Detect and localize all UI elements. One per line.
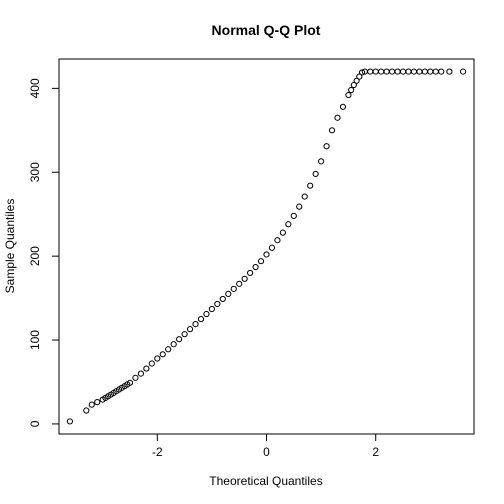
- x-axis: -2 0 2: [152, 433, 379, 459]
- data-point: [427, 68, 434, 75]
- data-point: [372, 68, 379, 75]
- data-point: [203, 310, 210, 318]
- data-point: [339, 103, 347, 110]
- data-point: [241, 275, 248, 282]
- data-point: [405, 68, 412, 75]
- data-point: [348, 86, 355, 94]
- chart-title: Normal Q-Q Plot: [212, 22, 321, 38]
- data-point: [446, 68, 453, 75]
- data-point: [230, 285, 237, 292]
- data-point: [388, 68, 396, 75]
- x-tick-label: 0: [263, 445, 270, 459]
- data-point: [394, 68, 401, 75]
- data-point: [328, 127, 336, 134]
- data-point: [399, 68, 407, 75]
- y-tick-label: 100: [28, 330, 42, 350]
- data-point: [285, 221, 292, 228]
- x-tick-label: -2: [152, 445, 163, 459]
- data-point: [192, 321, 199, 328]
- data-point: [247, 269, 254, 277]
- data-point: [83, 407, 90, 414]
- data-point: [290, 212, 297, 219]
- y-axis: 0 100 200 300 400: [28, 78, 60, 427]
- data-point: [197, 315, 205, 323]
- data-point: [383, 68, 390, 75]
- data-point: [353, 77, 360, 84]
- data-point: [296, 203, 303, 210]
- data-point: [345, 91, 352, 99]
- data-point: [312, 170, 319, 178]
- data-point: [186, 326, 194, 333]
- data-point: [165, 346, 172, 353]
- y-tick-label: 0: [28, 420, 42, 427]
- data-point: [148, 360, 155, 367]
- data-point: [143, 365, 150, 372]
- data-point: [410, 68, 418, 75]
- data-point: [66, 418, 74, 425]
- data-point: [432, 68, 439, 75]
- data-point: [263, 251, 270, 258]
- data-point: [126, 379, 134, 386]
- data-point: [225, 290, 232, 297]
- data-point: [358, 69, 366, 76]
- data-point: [137, 370, 145, 377]
- data-point: [181, 331, 188, 338]
- data-point: [416, 68, 423, 75]
- x-tick-label: 2: [372, 445, 379, 459]
- data-point: [367, 68, 374, 75]
- data-point: [378, 68, 385, 75]
- data-point: [132, 374, 139, 381]
- data-point: [208, 305, 215, 313]
- data-point: [301, 193, 308, 200]
- data-point: [274, 237, 281, 244]
- data-point: [356, 73, 363, 80]
- data-point: [94, 399, 101, 406]
- data-point: [176, 336, 183, 343]
- plot-frame: [58, 58, 475, 435]
- data-point: [438, 68, 445, 75]
- data-point: [459, 68, 467, 75]
- data-point: [350, 81, 357, 89]
- data-point: [214, 300, 221, 308]
- data-point: [268, 244, 276, 251]
- data-point: [323, 143, 330, 150]
- x-axis-label: Theoretical Quantiles: [209, 474, 322, 488]
- data-points: [66, 68, 467, 425]
- data-point: [279, 229, 286, 236]
- data-point: [318, 158, 325, 165]
- data-point: [307, 182, 314, 189]
- y-tick-label: 300: [28, 162, 42, 182]
- data-point: [88, 401, 95, 408]
- data-point: [421, 68, 428, 75]
- data-point: [334, 114, 341, 121]
- data-point: [257, 258, 265, 265]
- y-axis-label: Sample Quantiles: [3, 199, 17, 294]
- data-point: [159, 351, 166, 358]
- data-point: [219, 295, 226, 303]
- y-tick-label: 200: [28, 246, 42, 266]
- data-point: [236, 280, 243, 287]
- y-tick-label: 400: [28, 78, 42, 98]
- data-point: [154, 355, 161, 362]
- data-point: [170, 341, 177, 348]
- data-point: [252, 263, 259, 271]
